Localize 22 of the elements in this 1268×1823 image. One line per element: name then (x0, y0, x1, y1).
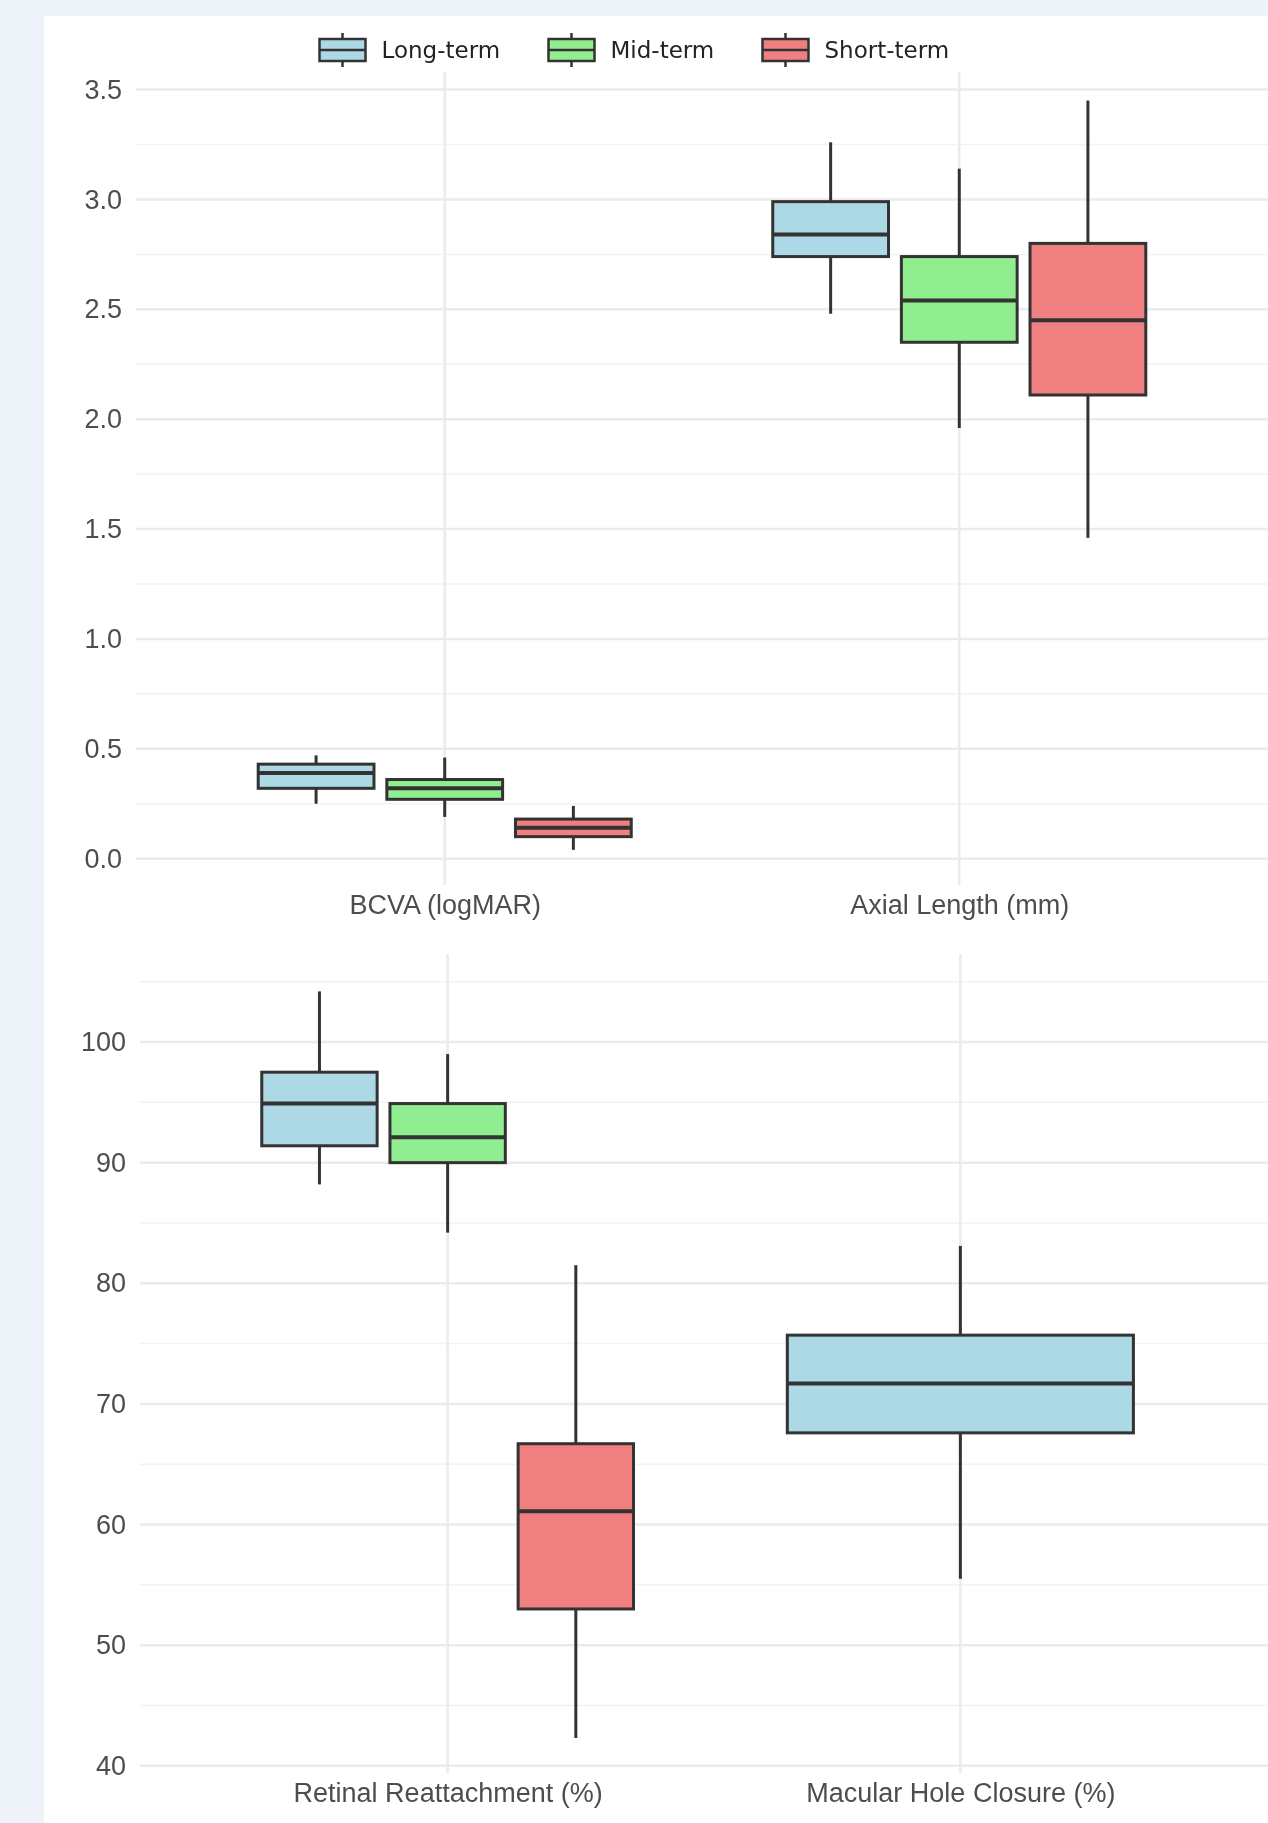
y-tick-label: 0.0 (84, 843, 122, 874)
y-tick-label: 40 (95, 1750, 126, 1781)
x-tick-label: Axial Length (mm) (850, 890, 1070, 921)
x-tick-label: Retinal Reattachment (%) (293, 1778, 603, 1809)
y-tick-label: 2.0 (84, 404, 122, 435)
y-tick-label: 60 (95, 1509, 126, 1540)
y-tick-label: 1.0 (84, 624, 122, 655)
y-tick-label: 50 (95, 1630, 126, 1661)
y-tick-label: 0.5 (84, 733, 122, 764)
y-tick-label: 3.5 (84, 74, 122, 105)
y-tick-label: 70 (95, 1389, 126, 1420)
x-tick-label: BCVA (logMAR) (349, 890, 541, 921)
legend-label: Short-term (824, 37, 950, 64)
y-tick-label: 100 (80, 1027, 126, 1058)
legend-label: Mid-term (610, 37, 715, 64)
y-tick-label: 3.0 (84, 184, 122, 215)
y-tick-label: 90 (95, 1147, 126, 1178)
y-tick-label: 80 (95, 1268, 126, 1299)
y-tick-label: 1.5 (84, 514, 122, 545)
legend-label: Long-term (381, 37, 501, 64)
x-tick-label: Macular Hole Closure (%) (806, 1778, 1116, 1809)
y-tick-label: 2.5 (84, 294, 122, 325)
